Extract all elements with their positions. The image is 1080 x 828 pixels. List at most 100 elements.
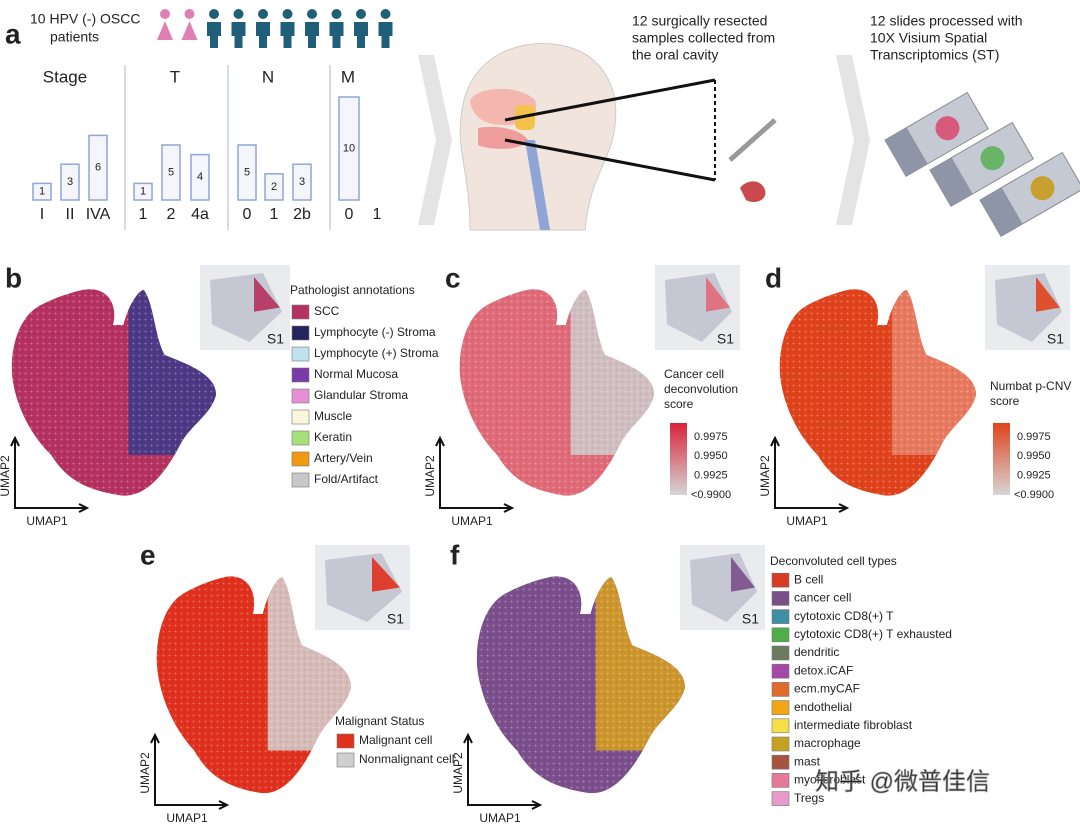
- legend-title: Numbat p-CNV: [990, 379, 1071, 393]
- axis-arrow: [435, 435, 515, 513]
- y-axis-label: UMAP2: [138, 752, 152, 794]
- icon-head: [209, 9, 219, 19]
- x-axis-label: UMAP1: [26, 514, 68, 528]
- icon-body: [231, 22, 246, 48]
- count-box: [264, 173, 284, 201]
- inset-label: S1: [267, 331, 284, 347]
- legend-swatch: [336, 752, 355, 768]
- icon-head: [380, 9, 391, 19]
- legend-label: Lymphocyte (-) Stroma: [314, 325, 436, 339]
- count-label: 3: [67, 176, 73, 188]
- inset-label: S1: [717, 331, 734, 347]
- colorbar-tick: <0.9900: [691, 489, 731, 501]
- legend-swatch: [771, 754, 790, 770]
- icon-body: [305, 22, 319, 48]
- legend-label: intermediate fibroblast: [794, 718, 913, 732]
- legend-label: Glandular Stroma: [314, 388, 408, 402]
- legend-label: myofibroblast: [794, 773, 866, 787]
- legend-swatch: [771, 645, 790, 661]
- group-title: N: [262, 67, 274, 86]
- group-title: M: [341, 67, 355, 86]
- group-title: Stage: [43, 67, 87, 86]
- count-label: 2: [271, 181, 277, 193]
- patient-icon: [181, 9, 198, 40]
- step-text: 12 surgically resected: [632, 13, 767, 29]
- category-label: 2: [167, 206, 176, 223]
- category-label: 0: [243, 206, 252, 223]
- legend-label: cytotoxic CD8(+) T: [794, 609, 894, 623]
- watermark: 知乎 @微普佳信: [815, 768, 990, 795]
- legend-label: Artery/Vein: [314, 451, 373, 465]
- icon-head: [160, 9, 170, 19]
- umap-speck: [459, 289, 655, 496]
- category-label: 0: [345, 206, 354, 223]
- y-axis-label: UMAP2: [0, 455, 12, 497]
- icon-body: [207, 22, 221, 48]
- legend-title: score: [990, 394, 1020, 408]
- panel-label: b: [5, 262, 22, 293]
- legend-title: deconvolution: [664, 382, 738, 396]
- axis-arrow: [150, 732, 230, 810]
- legend-label: Fold/Artifact: [314, 472, 379, 486]
- patient-icon: [231, 9, 246, 48]
- inset-region: [706, 277, 730, 312]
- legend-swatch: [291, 388, 310, 404]
- legend-label: dendritic: [794, 645, 839, 659]
- legend-label: macrophage: [794, 736, 861, 750]
- count-box: [32, 182, 52, 201]
- step-text: 12 slides processed with: [870, 13, 1023, 29]
- icon-head: [282, 9, 293, 19]
- count-box: [338, 96, 360, 201]
- chevron: [836, 55, 870, 225]
- icon-head: [258, 9, 268, 19]
- panel-label: c: [445, 262, 461, 293]
- count-label: 10: [343, 142, 355, 154]
- step-text: the oral cavity: [632, 47, 718, 63]
- legend-label: Nonmalignant cell: [359, 752, 454, 766]
- legend-swatch: [771, 663, 790, 679]
- y-axis-label: UMAP2: [758, 455, 772, 497]
- count-box: [237, 144, 257, 201]
- legend-swatch: [336, 733, 355, 749]
- legend-label: B cell: [794, 572, 823, 586]
- legend-label: ecm.myCAF: [794, 682, 860, 696]
- legend-swatch: [771, 736, 790, 752]
- icon-body: [181, 21, 198, 40]
- category-label: 4a: [191, 206, 209, 223]
- legend-swatch: [291, 346, 310, 362]
- count-box: [161, 144, 181, 201]
- legend-label: mast: [794, 754, 821, 768]
- legend-swatch: [771, 591, 790, 606]
- legend-swatch: [291, 367, 310, 383]
- umap: [459, 289, 655, 496]
- legend-label: Tregs: [794, 791, 824, 805]
- patient-icon: [256, 9, 270, 48]
- legend-label: Keratin: [314, 430, 352, 444]
- patient-icon: [207, 9, 221, 48]
- count-label: 1: [140, 186, 146, 198]
- count-box: [133, 182, 153, 201]
- legend-label: cancer cell: [794, 591, 851, 605]
- count-label: 5: [168, 166, 174, 178]
- patient-icon: [305, 9, 319, 48]
- inset-region: [372, 557, 400, 592]
- legend-label: Malignant cell: [359, 733, 432, 747]
- step-text: samples collected from: [632, 30, 775, 46]
- legend-label: detox.iCAF: [794, 663, 853, 677]
- legend-swatch: [771, 700, 790, 715]
- icon-body: [256, 22, 270, 48]
- legend-swatch: [771, 682, 790, 697]
- colorbar-tick: 0.9950: [694, 450, 728, 462]
- count-label: 5: [244, 166, 250, 178]
- panel-label: a: [5, 18, 21, 49]
- legend-label: endothelial: [794, 700, 852, 714]
- legend-swatch: [291, 472, 310, 488]
- count-box: [190, 153, 210, 201]
- legend-swatch: [771, 572, 790, 588]
- y-axis-label: UMAP2: [423, 455, 437, 497]
- legend-label: cytotoxic CD8(+) T exhausted: [794, 627, 952, 641]
- icon-head: [307, 9, 317, 19]
- y-axis-label: UMAP2: [451, 752, 465, 794]
- category-label: 1: [139, 206, 148, 223]
- x-axis-label: UMAP1: [451, 514, 493, 528]
